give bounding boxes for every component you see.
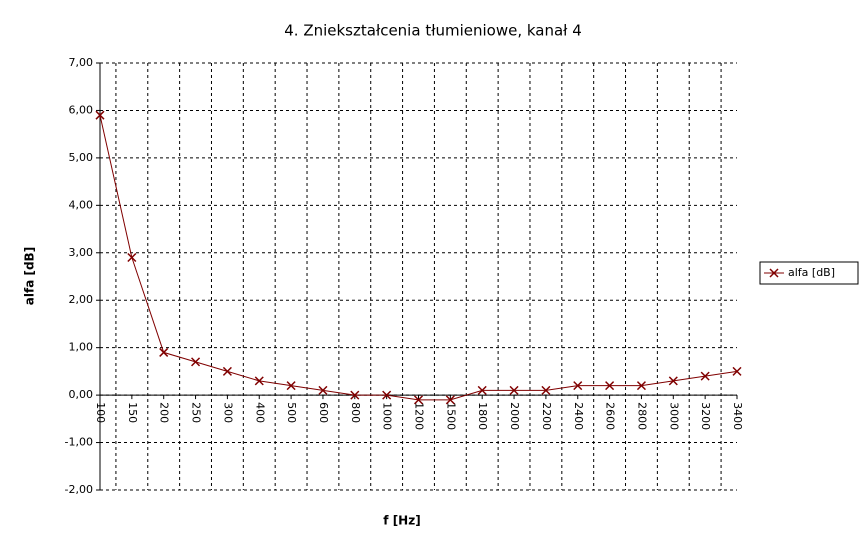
point <box>605 381 615 391</box>
point <box>636 381 646 391</box>
x-tick-label: 400 <box>253 402 266 423</box>
y-tick-label: -1,00 <box>65 436 93 449</box>
marker-stroke <box>445 395 455 405</box>
marker-stroke <box>159 347 169 357</box>
point <box>700 371 710 381</box>
marker-stroke <box>732 366 742 376</box>
point <box>541 385 551 395</box>
point <box>382 390 392 400</box>
point <box>573 381 583 391</box>
marker-stroke <box>700 371 710 381</box>
x-tick-label: 100 <box>94 402 107 423</box>
marker-stroke <box>318 385 328 395</box>
x-tick-label: 800 <box>349 402 362 423</box>
x-tick-label: 2600 <box>604 402 617 430</box>
x-tick-label: 250 <box>190 402 203 423</box>
marker-stroke <box>541 385 551 395</box>
x-tick-label: 2000 <box>508 402 521 430</box>
point <box>95 110 105 120</box>
x-tick-label: 1200 <box>413 402 426 430</box>
y-tick-label: 5,00 <box>69 151 94 164</box>
y-tick-label: 1,00 <box>69 341 94 354</box>
point <box>477 385 487 395</box>
legend-box <box>759 261 859 285</box>
point <box>191 357 201 367</box>
marker-stroke <box>382 390 392 400</box>
marker-stroke <box>509 385 519 395</box>
y-tick-label: 0,00 <box>69 388 94 401</box>
x-tick-label: 3400 <box>731 402 744 430</box>
x-axis-label: f [Hz] <box>383 514 420 528</box>
marker-stroke <box>127 252 137 263</box>
y-tick-label: 3,00 <box>69 246 94 259</box>
x-tick-label: 200 <box>158 402 171 423</box>
marker-stroke <box>769 268 779 278</box>
marker-stroke <box>286 381 296 391</box>
point <box>127 252 137 263</box>
marker-stroke <box>605 381 615 391</box>
legend-label: alfa [dB] <box>788 266 835 279</box>
y-tick-label: -2,00 <box>65 483 93 496</box>
marker-stroke <box>222 366 232 376</box>
chart-title: 4. Zniekształcenia tłumieniowe, kanał 4 <box>284 22 582 40</box>
marker-stroke <box>636 381 646 391</box>
marker-stroke <box>477 385 487 395</box>
x-tick-label: 2400 <box>572 402 585 430</box>
x-tick-label: 2800 <box>635 402 648 430</box>
x-tick-label: 1000 <box>381 402 394 430</box>
point <box>509 385 519 395</box>
marker-stroke <box>668 376 678 386</box>
point <box>413 395 424 405</box>
point <box>732 366 742 376</box>
x-tick-label: 150 <box>126 402 139 423</box>
point <box>286 381 296 391</box>
x-tick-label: 500 <box>285 402 298 423</box>
x-tick-label: 2200 <box>540 402 553 430</box>
point <box>222 366 232 376</box>
y-tick-label: 4,00 <box>69 198 94 211</box>
y-axis-label: alfa [dB] <box>23 247 37 305</box>
point <box>668 376 678 386</box>
marker-stroke <box>191 357 201 367</box>
point <box>159 347 169 357</box>
point <box>318 385 328 395</box>
x-tick-label: 3000 <box>667 402 680 430</box>
marker-stroke <box>254 376 264 386</box>
x-tick-label: 3200 <box>699 402 712 430</box>
y-tick-label: 2,00 <box>69 293 94 306</box>
marker-stroke <box>95 110 105 120</box>
marker-stroke <box>573 381 583 391</box>
x-tick-label: 1800 <box>476 402 489 430</box>
point <box>350 390 360 400</box>
x-tick-label: 600 <box>317 402 330 423</box>
point <box>254 376 264 386</box>
y-tick-label: 7,00 <box>69 56 94 69</box>
x-tick-label: 300 <box>221 402 234 423</box>
point <box>445 395 455 405</box>
marker-stroke <box>413 395 424 405</box>
marker-stroke <box>350 390 360 400</box>
x-tick-label: 1500 <box>444 402 457 430</box>
y-tick-label: 6,00 <box>69 103 94 116</box>
legend-marker <box>769 268 779 278</box>
